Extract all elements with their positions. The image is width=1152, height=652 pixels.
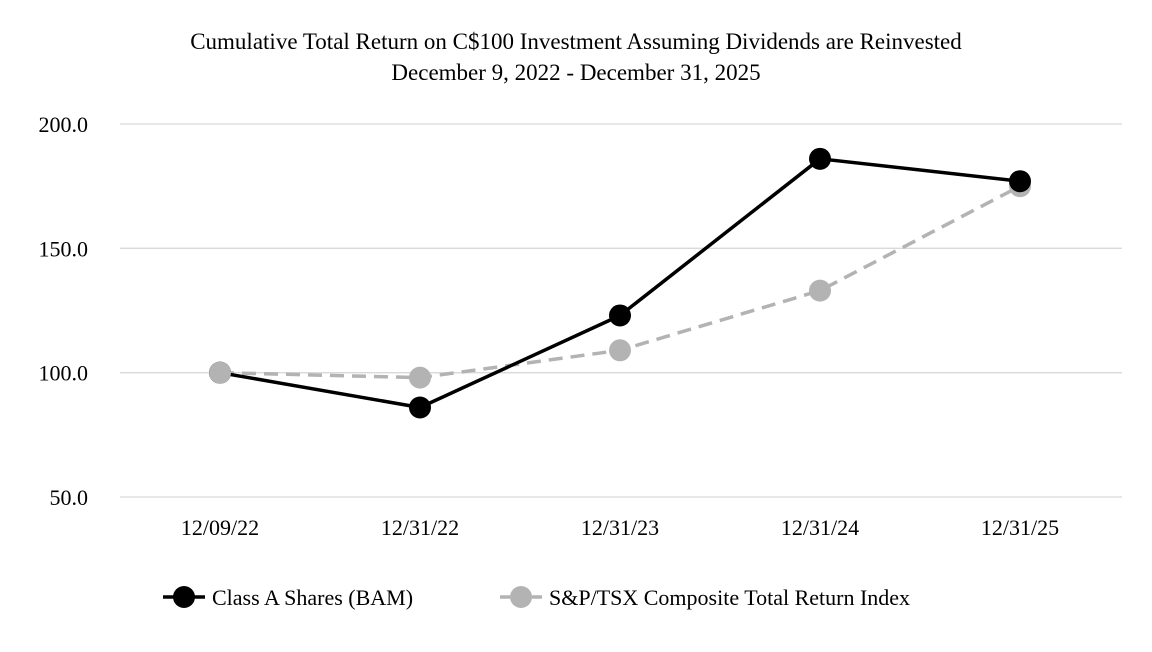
legend: Class A Shares (BAM) S&P/TSX Composite T… (163, 585, 910, 610)
data-point-bam (609, 304, 631, 327)
legend-marker-tsx (510, 586, 532, 608)
x-tick-label: 12/31/23 (581, 515, 659, 540)
data-point-bam (809, 147, 831, 170)
chart-subtitle: December 9, 2022 - December 31, 2025 (391, 60, 761, 85)
legend-marker-bam (173, 586, 195, 608)
y-tick-label: 200.0 (39, 112, 89, 137)
gridlines (120, 123, 1122, 498)
data-point-tsx (809, 279, 831, 302)
chart-title: Cumulative Total Return on C$100 Investm… (190, 29, 962, 54)
x-tick-label: 12/31/25 (981, 515, 1059, 540)
legend-item-bam: Class A Shares (BAM) (163, 585, 413, 610)
x-tick-label: 12/31/22 (381, 515, 459, 540)
data-point-tsx (209, 361, 231, 384)
data-point-tsx (609, 339, 631, 362)
x-tick-label: 12/31/24 (781, 515, 859, 540)
y-axis-ticks: 50.0 100.0 150.0 200.0 (39, 112, 89, 510)
y-tick-label: 100.0 (39, 361, 89, 386)
data-point-bam (409, 396, 431, 419)
legend-label-bam: Class A Shares (BAM) (212, 585, 413, 610)
legend-label-tsx: S&P/TSX Composite Total Return Index (549, 585, 910, 610)
y-tick-label: 150.0 (39, 236, 89, 261)
series-layer (209, 147, 1031, 419)
series-line-bam (219, 157, 1021, 410)
x-axis-ticks: 12/09/22 12/31/22 12/31/23 12/31/24 12/31/25 (181, 515, 1059, 540)
data-point-bam (1009, 170, 1031, 193)
legend-item-tsx: S&P/TSX Composite Total Return Index (500, 585, 910, 610)
x-tick-label: 12/09/22 (181, 515, 259, 540)
y-tick-label: 50.0 (50, 485, 89, 510)
data-point-tsx (409, 366, 431, 389)
